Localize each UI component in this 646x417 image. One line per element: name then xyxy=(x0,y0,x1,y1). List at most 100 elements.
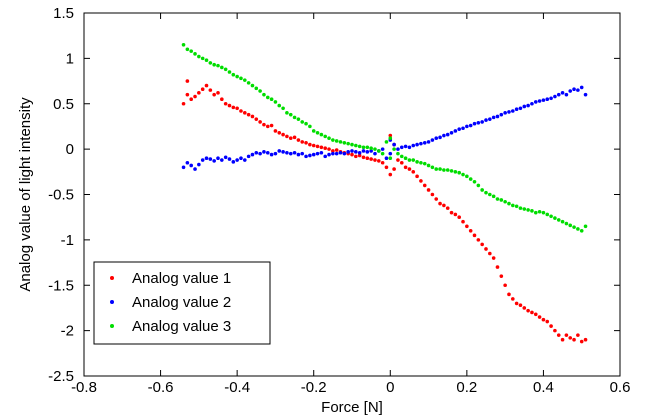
data-point xyxy=(319,145,324,150)
y-axis-label: Analog value of light intensity xyxy=(17,97,34,292)
data-point xyxy=(583,92,588,97)
y-tick-label: -2 xyxy=(61,323,74,340)
data-point xyxy=(426,188,431,192)
data-point xyxy=(403,156,408,160)
data-point xyxy=(468,229,473,233)
data-point xyxy=(476,183,481,188)
data-point xyxy=(346,141,350,146)
data-point xyxy=(388,156,393,160)
data-point xyxy=(453,170,458,174)
data-point xyxy=(327,147,331,151)
legend-label-2: Analog value 2 xyxy=(132,294,231,311)
data-point xyxy=(545,212,550,217)
data-point xyxy=(296,152,301,157)
data-point xyxy=(430,138,435,142)
data-point xyxy=(537,99,542,103)
data-point xyxy=(488,192,492,197)
data-point xyxy=(388,136,393,141)
data-point xyxy=(292,135,297,140)
data-point xyxy=(258,120,262,124)
y-tick-label: -0.5 xyxy=(48,187,74,204)
data-point xyxy=(350,152,354,157)
data-point xyxy=(438,135,442,140)
data-point xyxy=(449,169,454,173)
data-point xyxy=(361,155,366,160)
data-point xyxy=(465,174,469,179)
data-point xyxy=(384,165,389,170)
data-point xyxy=(231,72,236,77)
data-point xyxy=(181,42,186,47)
data-point xyxy=(369,157,373,161)
data-point xyxy=(422,140,427,145)
data-point xyxy=(273,129,278,133)
data-point xyxy=(576,88,580,92)
data-point xyxy=(533,100,538,104)
data-point xyxy=(189,97,193,102)
data-point xyxy=(488,251,492,256)
data-point xyxy=(296,117,301,121)
data-point xyxy=(530,310,534,315)
data-point xyxy=(246,81,251,85)
data-point xyxy=(388,133,393,138)
data-point xyxy=(216,156,220,160)
data-point xyxy=(583,337,588,342)
data-point xyxy=(511,203,515,208)
data-point xyxy=(499,274,504,278)
legend-marker-1 xyxy=(110,276,114,280)
data-point xyxy=(411,158,416,162)
data-point xyxy=(212,62,216,67)
data-point xyxy=(457,170,462,175)
data-point xyxy=(204,58,209,62)
data-point xyxy=(216,63,220,68)
data-point xyxy=(200,158,205,162)
data-point xyxy=(235,158,239,162)
data-point xyxy=(285,111,289,115)
x-tick-label: -0.8 xyxy=(71,379,97,396)
data-point xyxy=(304,140,308,145)
data-point xyxy=(399,145,404,150)
data-point xyxy=(296,138,301,142)
data-point xyxy=(361,149,366,153)
data-point xyxy=(553,216,557,220)
data-point xyxy=(518,303,523,308)
data-point xyxy=(549,324,553,328)
data-point xyxy=(415,174,419,179)
x-tick-label: -0.6 xyxy=(148,379,174,396)
data-point xyxy=(220,65,224,70)
data-point xyxy=(300,120,305,124)
data-point xyxy=(357,153,362,158)
x-axis-ticks: -0.8 -0.6 -0.4 -0.2 0 0.2 0.4 0.6 xyxy=(71,13,630,396)
data-point xyxy=(189,163,193,168)
data-point xyxy=(346,150,350,154)
data-point xyxy=(583,224,588,229)
data-point xyxy=(223,155,228,160)
data-point xyxy=(373,158,377,162)
data-point xyxy=(449,210,454,215)
data-point xyxy=(308,142,312,147)
legend: Analog value 1 Analog value 2 Analog val… xyxy=(93,261,271,345)
data-point xyxy=(334,139,339,143)
x-tick-label: 0 xyxy=(386,379,394,396)
data-point xyxy=(422,161,427,166)
data-point xyxy=(553,94,557,99)
data-point xyxy=(384,156,389,160)
data-point xyxy=(568,336,573,340)
data-point xyxy=(243,111,247,115)
legend-marker-2 xyxy=(110,300,114,304)
data-point xyxy=(438,167,442,171)
data-point xyxy=(197,54,201,59)
data-point xyxy=(564,221,569,226)
data-point xyxy=(495,114,500,119)
data-point xyxy=(579,339,584,344)
data-point xyxy=(208,157,213,161)
data-point xyxy=(522,207,527,211)
data-point xyxy=(430,192,435,197)
data-point xyxy=(269,97,274,102)
data-point xyxy=(518,206,523,210)
data-point xyxy=(304,121,308,126)
data-point xyxy=(518,106,523,111)
data-point xyxy=(212,159,216,163)
data-point xyxy=(311,152,316,157)
data-point xyxy=(204,156,209,160)
data-point xyxy=(526,103,530,108)
